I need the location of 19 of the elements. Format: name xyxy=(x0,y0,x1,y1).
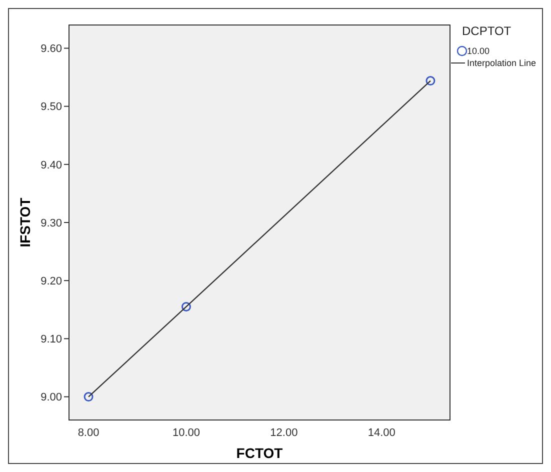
legend-title: DCPTOT xyxy=(462,24,512,38)
y-tick-label: 9.10 xyxy=(40,334,62,346)
point xyxy=(426,76,436,86)
x-tick-label: 14.00 xyxy=(368,427,396,439)
y-axis-title: IFSTOT xyxy=(17,197,33,248)
x-tick-label: 8.00 xyxy=(78,427,100,439)
y-tick-label: 9.60 xyxy=(40,43,62,56)
x-tick-label: 10.00 xyxy=(172,427,200,439)
y-tick-label: 9.00 xyxy=(40,392,62,404)
point xyxy=(181,302,191,312)
x-axis-title: FCTOT xyxy=(236,445,284,461)
x-tick-label: 12.00 xyxy=(270,427,298,439)
y-tick-label: 9.20 xyxy=(40,275,62,288)
y-tick-label: 9.40 xyxy=(40,159,62,172)
y-tick-label: 9.30 xyxy=(40,217,62,230)
legend-label: 10.00 xyxy=(467,46,490,56)
y-tick-label: 9.50 xyxy=(40,101,62,114)
legend-label: Interpolation Line xyxy=(467,58,536,68)
point xyxy=(84,392,94,402)
